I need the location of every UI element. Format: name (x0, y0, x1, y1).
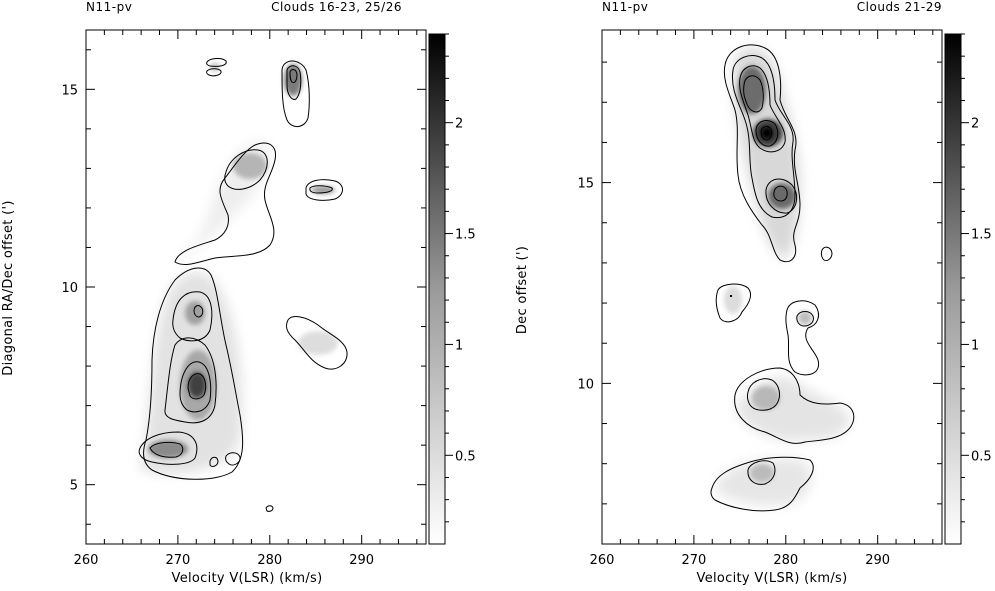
left-heatmap-shading (140, 62, 338, 474)
right-x-tick-label: 260 (590, 553, 615, 568)
right-contours (710, 44, 855, 512)
right-colorbar-tick-label: 2 (971, 117, 979, 132)
right-x-axis: 260 270 280 290 (590, 30, 934, 568)
right-header-right: Clouds 21-29 (857, 0, 942, 14)
left-colorbar-gradient (428, 33, 446, 545)
right-y-tick-label: 10 (577, 377, 594, 392)
left-colorbar-ticks: 0.5 1 1.5 2 (445, 33, 476, 523)
left-y-axis-label: Diagonal RA/Dec offset (') (1, 200, 16, 375)
right-x-axis-label: Velocity V(LSR) (km/s) (697, 571, 848, 586)
left-colorbar-tick-label: 1 (455, 338, 463, 353)
right-plot-frame (601, 29, 943, 545)
right-colorbar: 0.5 1 1.5 2 (944, 33, 992, 545)
left-colorbar-tick-label: 0.5 (455, 449, 476, 464)
right-header-left: N11-pv (602, 0, 648, 14)
right-y-tick-label: 15 (577, 177, 594, 192)
left-y-axis: 5 10 15 (61, 49, 426, 525)
right-x-tick-label: 290 (865, 553, 890, 568)
left-x-tick-label: 280 (257, 553, 282, 568)
left-panel: N11-pv Clouds 16-23, 25/26 (1, 0, 476, 586)
left-x-tick-label: 260 (74, 553, 99, 568)
right-x-tick-label: 280 (773, 553, 798, 568)
right-colorbar-tick-label: 0.5 (971, 449, 992, 464)
left-x-tick-label: 270 (165, 553, 190, 568)
left-y-tick-label: 5 (70, 479, 78, 494)
left-colorbar: 0.5 1 1.5 2 (428, 33, 476, 545)
left-y-tick-label: 10 (61, 281, 78, 296)
right-heatmap-shading (715, 48, 850, 506)
right-colorbar-gradient (944, 33, 962, 545)
right-colorbar-ticks: 0.5 1 1.5 2 (961, 33, 992, 523)
right-colorbar-tick-label: 1 (971, 338, 979, 353)
left-x-tick-label: 290 (349, 553, 374, 568)
right-y-axis-label: Dec offset (') (515, 246, 530, 334)
right-x-tick-label: 270 (681, 553, 706, 568)
left-y-tick-label: 15 (61, 83, 78, 98)
left-header-left: N11-pv (86, 0, 132, 14)
left-colorbar-tick-label: 1.5 (455, 228, 476, 243)
left-header-right: Clouds 16-23, 25/26 (271, 0, 402, 14)
right-panel: N11-pv Clouds 21-29 (515, 0, 992, 586)
left-colorbar-tick-label: 2 (455, 117, 463, 132)
right-colorbar-tick-label: 1.5 (971, 228, 992, 243)
left-x-axis: 260 270 280 290 (74, 30, 418, 568)
left-x-axis-label: Velocity V(LSR) (km/s) (172, 571, 323, 586)
left-contours (138, 58, 348, 512)
left-plot-frame (85, 29, 427, 545)
